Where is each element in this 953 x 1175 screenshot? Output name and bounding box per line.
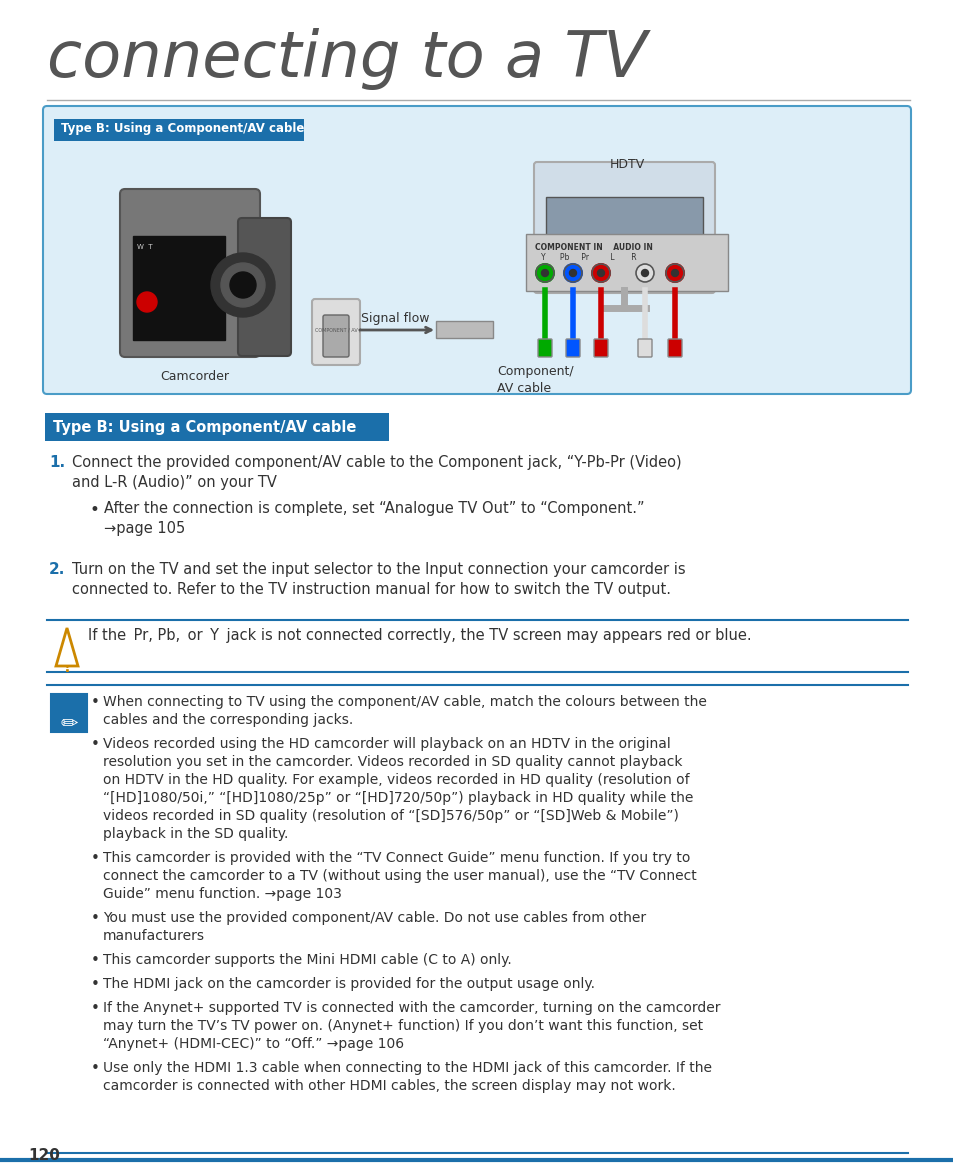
FancyBboxPatch shape (525, 234, 727, 291)
Text: •: • (91, 1061, 100, 1076)
Circle shape (640, 269, 648, 276)
FancyBboxPatch shape (667, 340, 681, 357)
Circle shape (665, 264, 683, 282)
Circle shape (137, 293, 157, 313)
Text: Camcorder: Camcorder (160, 370, 230, 383)
Text: ✏: ✏ (60, 713, 77, 733)
Text: Guide” menu function. →page 103: Guide” menu function. →page 103 (103, 887, 341, 901)
Text: Connect the provided component/AV cable to the Component jack, “Y-Pb-Pr (Video): Connect the provided component/AV cable … (71, 455, 680, 470)
Text: 1.: 1. (49, 455, 65, 470)
Text: connecting to a TV: connecting to a TV (47, 28, 646, 90)
Circle shape (592, 264, 609, 282)
Text: •: • (91, 1001, 100, 1016)
FancyBboxPatch shape (594, 340, 607, 357)
Text: •: • (91, 976, 100, 992)
Text: COMPONENT IN    AUDIO IN: COMPONENT IN AUDIO IN (535, 243, 652, 251)
Text: Component/
AV cable: Component/ AV cable (497, 365, 573, 395)
Text: cables and the corresponding jacks.: cables and the corresponding jacks. (103, 713, 353, 727)
Text: COMPONENT / AV /: COMPONENT / AV / (314, 328, 360, 333)
Text: This camcorder supports the Mini HDMI cable (C to A) only.: This camcorder supports the Mini HDMI ca… (103, 953, 511, 967)
Circle shape (597, 269, 604, 276)
Text: camcorder is connected with other HDMI cables, the screen display may not work.: camcorder is connected with other HDMI c… (103, 1079, 675, 1093)
Text: When connecting to TV using the component/AV cable, match the colours between th: When connecting to TV using the componen… (103, 694, 706, 709)
Text: •: • (91, 694, 100, 710)
Text: Signal flow: Signal flow (360, 313, 429, 325)
Text: •: • (91, 953, 100, 968)
FancyBboxPatch shape (565, 340, 579, 357)
Text: and L-R (Audio)” on your TV: and L-R (Audio)” on your TV (71, 475, 276, 490)
FancyBboxPatch shape (43, 106, 910, 394)
Text: 2.: 2. (49, 562, 66, 577)
Text: “Anynet+ (HDMI-CEC)” to “Off.” →page 106: “Anynet+ (HDMI-CEC)” to “Off.” →page 106 (103, 1038, 404, 1050)
FancyBboxPatch shape (237, 219, 291, 356)
Text: Y      Pb     Pr         L       R: Y Pb Pr L R (540, 253, 636, 262)
Circle shape (211, 253, 274, 317)
Text: This camcorder is provided with the “TV Connect Guide” menu function. If you try: This camcorder is provided with the “TV … (103, 851, 690, 865)
Text: videos recorded in SD quality (resolution of “[SD]576/50p” or “[SD]Web & Mobile”: videos recorded in SD quality (resolutio… (103, 810, 679, 822)
Circle shape (671, 269, 678, 276)
Text: Videos recorded using the HD camcorder will playback on an HDTV in the original: Videos recorded using the HD camcorder w… (103, 737, 670, 751)
Text: may turn the TV’s TV power on. (Anynet+ function) If you don’t want this functio: may turn the TV’s TV power on. (Anynet+ … (103, 1019, 702, 1033)
Text: 120: 120 (28, 1148, 60, 1163)
Text: After the connection is complete, set “Analogue TV Out” to “Component.”: After the connection is complete, set “A… (104, 501, 644, 516)
Text: If the  Pr, Pb,  or  Y  jack is not connected correctly, the TV screen may appea: If the Pr, Pb, or Y jack is not connecte… (88, 627, 751, 643)
Text: You must use the provided component/AV cable. Do not use cables from other: You must use the provided component/AV c… (103, 911, 645, 925)
Text: If the Anynet+ supported TV is connected with the camcorder, turning on the camc: If the Anynet+ supported TV is connected… (103, 1001, 720, 1015)
FancyBboxPatch shape (436, 321, 493, 338)
FancyBboxPatch shape (545, 197, 702, 278)
Polygon shape (56, 627, 78, 666)
Circle shape (541, 269, 548, 276)
Text: Type B: Using a Component/AV cable: Type B: Using a Component/AV cable (53, 419, 356, 435)
FancyBboxPatch shape (534, 162, 714, 293)
Text: The HDMI jack on the camcorder is provided for the output usage only.: The HDMI jack on the camcorder is provid… (103, 976, 595, 991)
Text: connected to. Refer to the TV instruction manual for how to switch the TV output: connected to. Refer to the TV instructio… (71, 582, 670, 597)
Text: •: • (90, 501, 100, 519)
Circle shape (221, 263, 265, 307)
Text: Turn on the TV and set the input selector to the Input connection your camcorder: Turn on the TV and set the input selecto… (71, 562, 685, 577)
FancyBboxPatch shape (51, 694, 87, 732)
Circle shape (636, 264, 654, 282)
Text: playback in the SD quality.: playback in the SD quality. (103, 827, 288, 841)
Text: “[HD]1080/50i,” “[HD]1080/25p” or “[HD]720/50p”) playback in HD quality while th: “[HD]1080/50i,” “[HD]1080/25p” or “[HD]7… (103, 791, 693, 805)
Text: Type B: Using a Component/AV cable: Type B: Using a Component/AV cable (61, 122, 304, 135)
FancyBboxPatch shape (45, 412, 389, 441)
Text: resolution you set in the camcorder. Videos recorded in SD quality cannot playba: resolution you set in the camcorder. Vid… (103, 756, 681, 768)
FancyBboxPatch shape (54, 119, 304, 141)
FancyBboxPatch shape (323, 315, 349, 357)
Text: manufacturers: manufacturers (103, 929, 205, 944)
Circle shape (563, 264, 581, 282)
Text: W  T: W T (137, 244, 152, 250)
Text: •: • (91, 911, 100, 926)
FancyBboxPatch shape (537, 340, 552, 357)
Text: HDTV: HDTV (609, 157, 644, 172)
FancyBboxPatch shape (638, 340, 651, 357)
Text: !: ! (64, 660, 71, 674)
Text: connect the camcorder to a TV (without using the user manual), use the “TV Conne: connect the camcorder to a TV (without u… (103, 870, 696, 882)
Circle shape (536, 264, 554, 282)
FancyBboxPatch shape (132, 236, 225, 340)
Text: →page 105: →page 105 (104, 521, 185, 536)
Text: Use only the HDMI 1.3 cable when connecting to the HDMI jack of this camcorder. : Use only the HDMI 1.3 cable when connect… (103, 1061, 711, 1075)
Circle shape (569, 269, 576, 276)
FancyBboxPatch shape (312, 298, 359, 365)
Text: on HDTV in the HD quality. For example, videos recorded in HD quality (resolutio: on HDTV in the HD quality. For example, … (103, 773, 689, 787)
FancyBboxPatch shape (120, 189, 260, 357)
Text: •: • (91, 737, 100, 752)
Text: •: • (91, 851, 100, 866)
Circle shape (230, 271, 255, 298)
